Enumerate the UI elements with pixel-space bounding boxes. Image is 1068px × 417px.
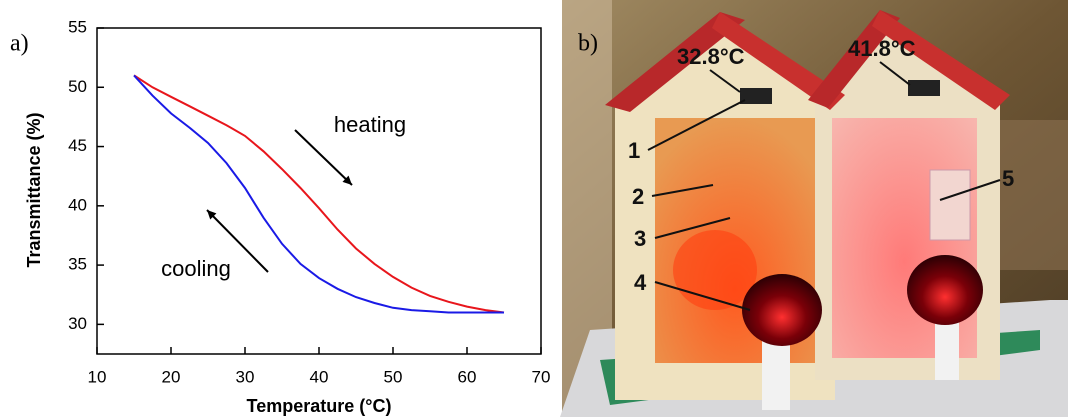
series-line	[133, 74, 504, 314]
thermometer	[740, 88, 772, 104]
photo-marker: 3	[634, 226, 646, 251]
temperature-reading: 32.8°C	[677, 44, 745, 69]
photo-marker: 5	[1002, 166, 1014, 191]
thermometer	[908, 80, 940, 96]
y-axis-label: Transmittance (%)	[24, 112, 44, 267]
photo	[560, 0, 1068, 417]
series-annotation: cooling	[161, 256, 231, 281]
series-line	[133, 74, 505, 314]
lamp	[907, 255, 983, 325]
y-tick-label: 40	[68, 195, 87, 214]
arrow-head	[207, 210, 217, 220]
photo-marker: 4	[634, 270, 647, 295]
x-tick-label: 50	[384, 367, 403, 386]
roof	[872, 10, 1010, 110]
y-tick-label: 50	[68, 77, 87, 96]
window	[929, 169, 971, 241]
y-tick-label: 35	[68, 255, 87, 274]
roof	[712, 12, 845, 110]
x-axis-label: Temperature (°C)	[247, 396, 392, 416]
panel-label: b)	[578, 31, 598, 57]
y-tick-label: 45	[68, 136, 87, 155]
annotation-arrow	[206, 209, 269, 273]
arrow-head	[342, 175, 352, 185]
photo-marker: 2	[632, 184, 644, 209]
y-tick-label: 55	[68, 17, 87, 36]
lamp	[742, 274, 822, 346]
photo-marker: 1	[628, 138, 640, 163]
x-tick-label: 30	[236, 367, 255, 386]
bulb-glow	[673, 230, 757, 310]
x-tick-label: 60	[458, 367, 477, 386]
x-tick-label: 70	[532, 367, 551, 386]
wall-panel	[1000, 120, 1068, 270]
leaders	[647, 61, 1001, 311]
plot-frame	[96, 27, 542, 355]
temperature-reading: 41.8°C	[848, 36, 916, 61]
y-tick-label: 30	[68, 314, 87, 333]
panel-label: a)	[10, 31, 29, 57]
series-annotation: heating	[334, 112, 406, 137]
x-tick-label: 10	[88, 367, 107, 386]
x-tick-label: 20	[162, 367, 181, 386]
roof	[605, 12, 745, 112]
x-tick-label: 40	[310, 367, 329, 386]
annotation-arrow	[294, 129, 353, 186]
roof	[808, 10, 900, 108]
